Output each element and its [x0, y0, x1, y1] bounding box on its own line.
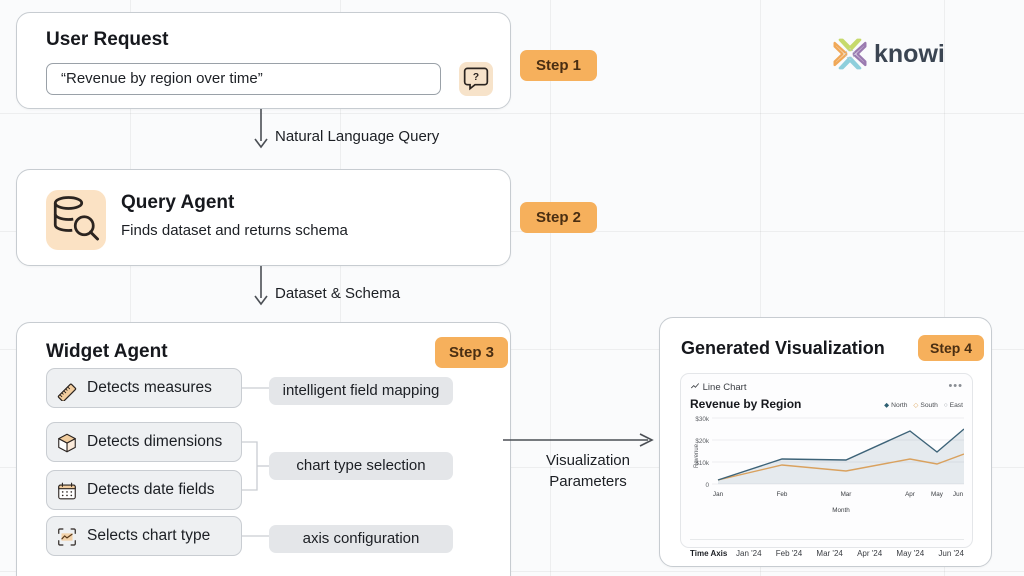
svg-text:$30k: $30k [695, 416, 710, 423]
svg-text:?: ? [473, 72, 479, 83]
svg-text:Revenue: Revenue [694, 443, 700, 468]
svg-text:Apr: Apr [905, 491, 915, 498]
svg-text:Mar: Mar [841, 491, 852, 498]
svg-text:May: May [931, 491, 944, 498]
svg-text:$20k: $20k [695, 438, 710, 445]
svg-text:Jun: Jun [953, 491, 964, 498]
svg-text:0: 0 [705, 482, 709, 489]
svg-text:Feb: Feb [777, 491, 788, 498]
svg-text:Jan: Jan [713, 491, 724, 498]
svg-text:Month: Month [832, 507, 850, 514]
